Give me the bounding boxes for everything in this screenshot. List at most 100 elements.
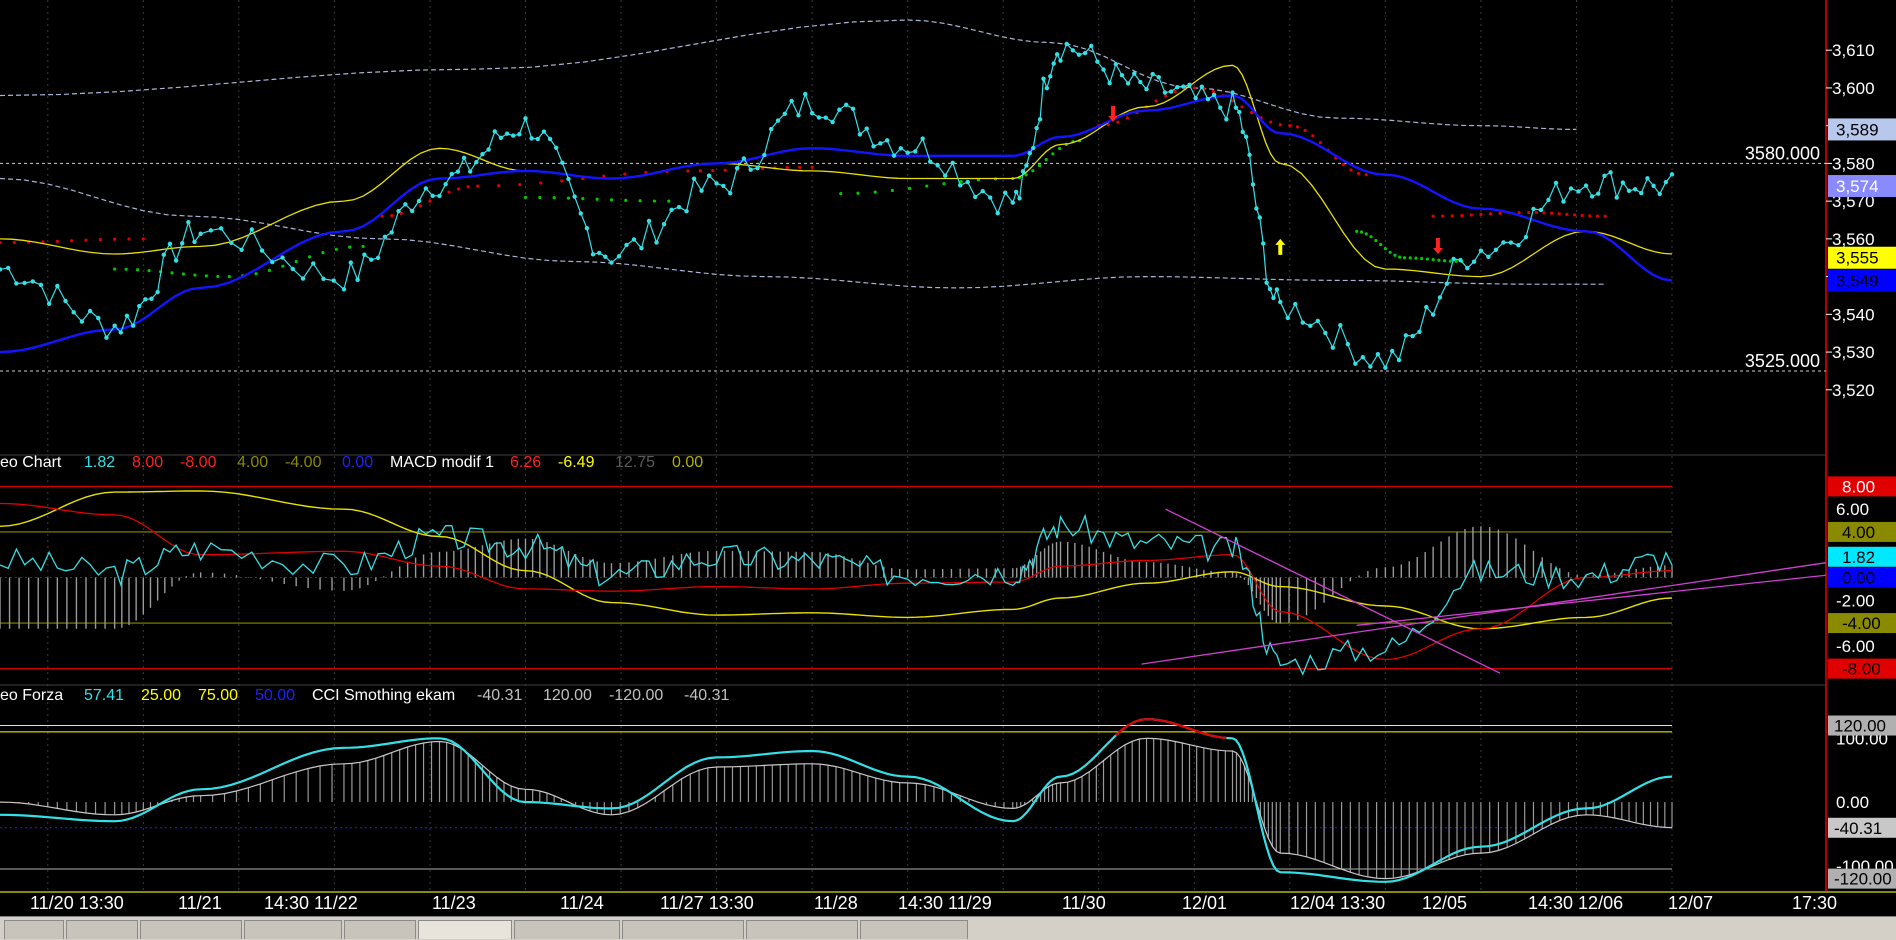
parabolic-sar-dot (786, 166, 789, 169)
price-point (1138, 80, 1142, 84)
parabolic-sar-dot (856, 192, 859, 195)
time-axis-label: 11/20 13:30 (30, 893, 124, 913)
parabolic-sar-dot (1443, 259, 1446, 262)
parabolic-sar-dot (1596, 215, 1599, 218)
price-point (913, 149, 917, 153)
worksheet-tab[interactable] (746, 920, 858, 939)
price-point (1590, 194, 1594, 198)
price-point (1417, 330, 1421, 334)
price-point (517, 132, 521, 136)
parabolic-sar-dot (268, 269, 271, 272)
worksheet-tab[interactable] (244, 920, 342, 939)
time-axis-label: 11/21 (178, 893, 222, 913)
price-badge-label: 3,555 (1836, 249, 1879, 268)
price-point (1645, 176, 1649, 180)
price-point (301, 276, 305, 280)
parabolic-sar-dot (142, 237, 145, 240)
worksheet-tab[interactable] (4, 920, 64, 939)
parabolic-sar-dot (84, 239, 87, 242)
price-point (1569, 186, 1573, 190)
price-point (755, 166, 759, 170)
price-point (270, 260, 274, 264)
price-point (486, 147, 490, 151)
price-point (958, 183, 962, 187)
price-point (892, 153, 896, 157)
worksheet-tab[interactable] (140, 920, 242, 939)
parabolic-sar-dot (553, 196, 556, 199)
price-point (572, 194, 576, 198)
price-point (536, 137, 540, 141)
price-point (728, 191, 732, 195)
parabolic-sar-dot (182, 272, 185, 275)
parabolic-sar-dot (447, 191, 450, 194)
price-point (369, 258, 373, 262)
worksheet-tab[interactable] (344, 920, 416, 939)
price-point (1101, 67, 1105, 71)
price-point (311, 261, 315, 265)
worksheet-tab-active[interactable] (418, 920, 512, 939)
parabolic-sar-dot (908, 187, 911, 190)
price-point (291, 267, 295, 271)
price-point (342, 287, 346, 291)
price-tick-label: 3,520 (1832, 381, 1875, 400)
worksheet-tab[interactable] (860, 920, 968, 939)
parabolic-sar-dot (1296, 125, 1299, 128)
price-point (443, 182, 447, 186)
cci-overbought-segment (1159, 720, 1165, 721)
worksheet-tab[interactable] (514, 920, 620, 939)
price-point (396, 209, 400, 213)
parabolic-sar-dot (1565, 213, 1568, 216)
price-point (1554, 181, 1558, 185)
worksheet-tab[interactable] (622, 920, 744, 939)
price-point (1404, 333, 1408, 337)
parabolic-sar-dot (1126, 116, 1129, 119)
parabolic-sar-dot (1384, 247, 1387, 250)
price-point (803, 92, 807, 96)
price-point (1431, 312, 1435, 316)
parabolic-sar-dot (419, 204, 422, 207)
price-point (162, 253, 166, 257)
price-point (410, 209, 414, 213)
price-point (1224, 117, 1228, 121)
price-point (585, 226, 589, 230)
parabolic-sar-dot (667, 200, 670, 203)
parabolic-sar-dot (624, 199, 627, 202)
parabolic-sar-dot (136, 268, 139, 271)
macd-tick-label: -6.00 (1836, 637, 1875, 656)
worksheet-tab[interactable] (66, 920, 138, 939)
price-point (632, 237, 636, 241)
time-axis-label: 12/04 13:30 (1290, 893, 1385, 913)
price-point (1278, 300, 1282, 304)
price-point (554, 146, 558, 150)
time-axis-label: 11/30 (1062, 893, 1106, 913)
price-point (1390, 349, 1394, 353)
price-point (1501, 240, 1505, 244)
price-point (1451, 257, 1455, 261)
price-point (280, 255, 284, 259)
parabolic-sar-dot (1365, 232, 1368, 235)
parabolic-sar-dot (567, 197, 570, 200)
parabolic-sar-dot (1038, 164, 1041, 167)
price-point (1014, 190, 1018, 194)
parabolic-sar-dot (839, 192, 842, 195)
cci-tick-label: 0.00 (1836, 793, 1869, 812)
price-point (1251, 182, 1255, 186)
price-point (1038, 117, 1042, 121)
price-point (119, 330, 123, 334)
parabolic-sar-dot (1403, 256, 1406, 259)
price-point (1353, 362, 1357, 366)
price-point (742, 156, 746, 160)
parabolic-sar-dot (147, 269, 150, 272)
price-point (22, 281, 26, 285)
price-point (905, 150, 909, 154)
price-point (198, 232, 202, 236)
price-point (699, 189, 703, 193)
cci-legend-item: eo Forza (0, 687, 63, 704)
parabolic-sar-dot (113, 267, 116, 270)
price-point (1331, 345, 1335, 349)
price-point (1397, 358, 1401, 362)
price-point (1218, 105, 1222, 109)
price-point (376, 256, 380, 260)
price-point (1658, 192, 1662, 196)
